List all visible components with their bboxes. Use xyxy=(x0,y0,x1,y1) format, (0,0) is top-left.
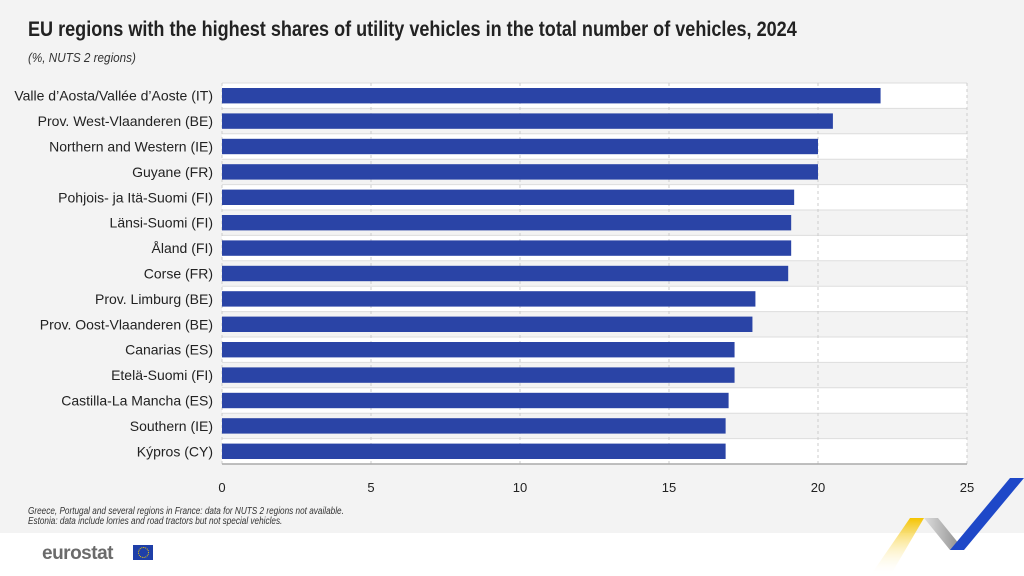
bar xyxy=(222,291,756,307)
bar xyxy=(222,164,818,180)
x-tick-label: 10 xyxy=(513,480,527,495)
footnote: Greece, Portugal and several regions in … xyxy=(28,506,344,517)
bar xyxy=(222,189,795,205)
eu-flag-icon xyxy=(133,545,153,560)
x-tick-label: 0 xyxy=(218,480,225,495)
x-tick-label: 20 xyxy=(811,480,825,495)
category-label: Åland (FI) xyxy=(152,240,213,256)
category-label: Valle d’Aosta/Vallée d’Aoste (IT) xyxy=(14,88,213,104)
x-tick-label: 15 xyxy=(662,480,676,495)
footnotes: Greece, Portugal and several regions in … xyxy=(28,507,344,527)
bar xyxy=(222,215,792,231)
chart-title: EU regions with the highest shares of ut… xyxy=(28,18,797,41)
bar xyxy=(222,113,833,129)
bar xyxy=(222,443,726,459)
bar xyxy=(222,138,818,155)
category-label: Northern and Western (IE) xyxy=(49,139,213,155)
category-label: Kýpros (CY) xyxy=(137,443,213,459)
bar xyxy=(222,392,729,409)
category-label: Pohjois- ja Itä-Suomi (FI) xyxy=(58,189,213,205)
x-tick-label: 5 xyxy=(367,480,374,495)
category-label: Corse (FR) xyxy=(144,266,213,282)
decorative-ribbon-icon xyxy=(870,478,1024,576)
category-label: Etelä-Suomi (FI) xyxy=(111,367,213,383)
category-label: Southern (IE) xyxy=(130,418,213,434)
chart-subtitle: (%, NUTS 2 regions) xyxy=(28,50,136,65)
x-tick-label: 25 xyxy=(960,480,974,495)
category-label: Castilla-La Mancha (ES) xyxy=(61,393,213,409)
bar xyxy=(222,418,726,434)
category-label: Länsi-Suomi (FI) xyxy=(110,215,213,231)
eurostat-logo: eurostat xyxy=(42,543,113,564)
category-label: Prov. Oost-Vlaanderen (BE) xyxy=(40,316,213,332)
bar xyxy=(222,265,789,282)
bar xyxy=(222,88,881,104)
bar xyxy=(222,316,753,332)
category-label: Guyane (FR) xyxy=(132,164,213,180)
category-label: Canarias (ES) xyxy=(125,342,213,358)
bar-chart: 0 5 10 15 20 25 Valle d’Aosta/Vallée d’Aoste (… xyxy=(14,82,974,495)
footnote: Estonia: data include lorries and road t… xyxy=(28,516,283,527)
bar xyxy=(222,240,792,256)
bar xyxy=(222,367,735,383)
bar xyxy=(222,342,735,358)
category-label: Prov. West-Vlaanderen (BE) xyxy=(38,113,213,129)
category-label: Prov. Limburg (BE) xyxy=(95,291,213,307)
